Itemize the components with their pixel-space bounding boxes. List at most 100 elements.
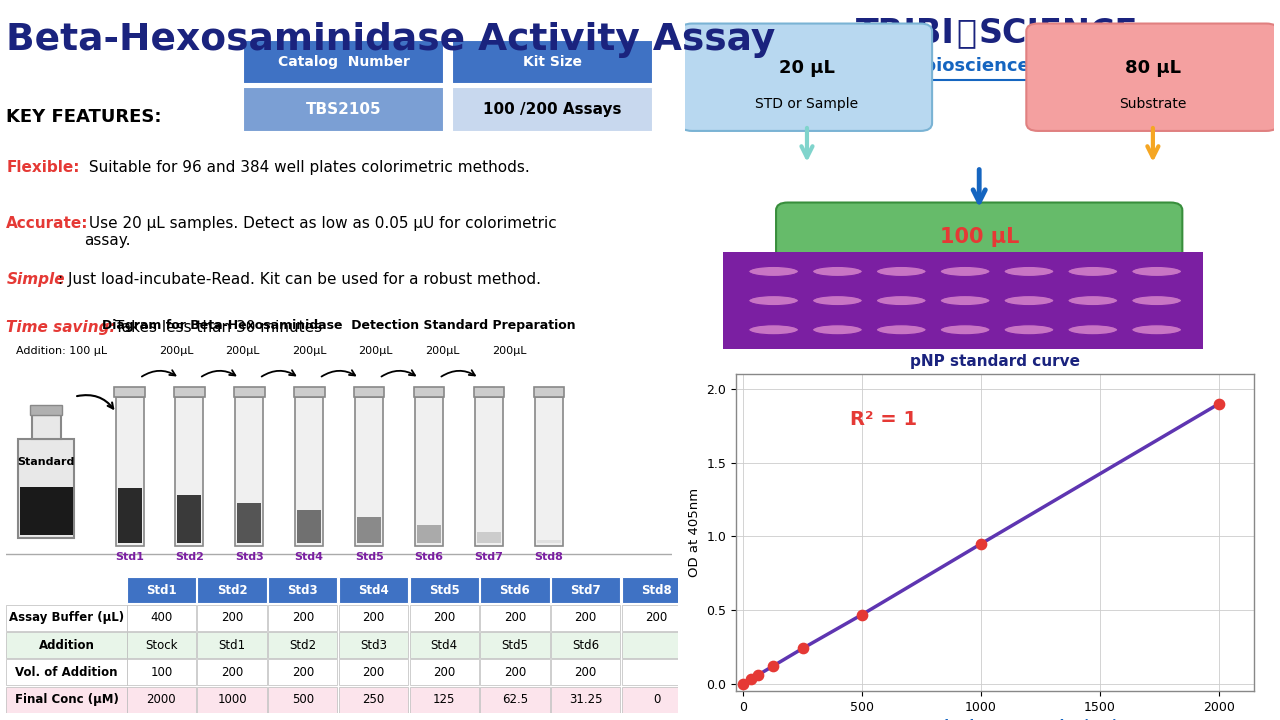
Polygon shape <box>474 387 504 397</box>
Text: SCIENCE: SCIENCE <box>978 17 1138 50</box>
Text: Use 20 μL samples. Detect as low as 0.05 μU for colorimetric
assay.: Use 20 μL samples. Detect as low as 0.05… <box>84 216 557 248</box>
Circle shape <box>1004 266 1053 276</box>
Text: TRIBI: TRIBI <box>855 17 955 50</box>
Circle shape <box>1132 295 1181 306</box>
Text: Std2: Std2 <box>289 639 316 652</box>
Text: 200: 200 <box>221 611 243 624</box>
Text: Std6: Std6 <box>572 639 599 652</box>
Polygon shape <box>18 439 74 538</box>
Circle shape <box>877 266 927 276</box>
FancyBboxPatch shape <box>268 632 338 658</box>
Text: Final Conc (μM): Final Conc (μM) <box>14 693 119 706</box>
Text: Flexible:: Flexible: <box>6 160 79 175</box>
Text: TBS2105: TBS2105 <box>306 102 381 117</box>
Point <box>1208 398 1229 410</box>
Circle shape <box>877 325 927 335</box>
FancyBboxPatch shape <box>410 687 479 713</box>
FancyBboxPatch shape <box>622 660 691 685</box>
Text: 100: 100 <box>150 666 173 679</box>
Point <box>763 660 783 672</box>
Polygon shape <box>118 488 142 543</box>
Text: Std2: Std2 <box>175 552 204 562</box>
FancyBboxPatch shape <box>622 577 691 603</box>
Polygon shape <box>355 397 383 546</box>
Text: 200μL: 200μL <box>358 346 393 356</box>
FancyBboxPatch shape <box>480 687 549 713</box>
Polygon shape <box>353 387 384 397</box>
FancyBboxPatch shape <box>410 577 479 603</box>
FancyBboxPatch shape <box>622 632 691 658</box>
FancyBboxPatch shape <box>681 24 932 131</box>
Point <box>733 678 754 690</box>
Text: Std7: Std7 <box>475 552 503 562</box>
Point <box>740 674 760 685</box>
Polygon shape <box>296 397 324 546</box>
Circle shape <box>1004 295 1053 306</box>
FancyBboxPatch shape <box>552 687 621 713</box>
FancyBboxPatch shape <box>127 605 196 631</box>
Text: STD or Sample: STD or Sample <box>755 96 859 111</box>
Text: R² = 1: R² = 1 <box>850 410 918 429</box>
Text: Std4: Std4 <box>430 639 458 652</box>
Circle shape <box>813 295 863 306</box>
FancyBboxPatch shape <box>268 577 338 603</box>
FancyBboxPatch shape <box>480 660 549 685</box>
Circle shape <box>1068 266 1117 276</box>
Circle shape <box>1132 266 1181 276</box>
Circle shape <box>813 325 863 335</box>
Title: pNP standard curve: pNP standard curve <box>910 354 1080 369</box>
Text: Std8: Std8 <box>535 552 563 562</box>
Text: Std4: Std4 <box>294 552 324 562</box>
Text: 200: 200 <box>504 666 526 679</box>
Text: Standard: Standard <box>18 457 76 467</box>
Text: 200: 200 <box>362 666 385 679</box>
Text: 200: 200 <box>221 666 243 679</box>
FancyBboxPatch shape <box>622 687 691 713</box>
Text: 0: 0 <box>653 693 660 706</box>
FancyBboxPatch shape <box>552 632 621 658</box>
Circle shape <box>813 266 863 276</box>
FancyBboxPatch shape <box>197 577 266 603</box>
Text: 1000: 1000 <box>218 693 247 706</box>
Polygon shape <box>237 503 261 543</box>
Text: Std5: Std5 <box>355 552 384 562</box>
Polygon shape <box>534 387 564 397</box>
Circle shape <box>940 295 991 306</box>
Text: 20 μL: 20 μL <box>780 59 835 77</box>
Polygon shape <box>536 539 561 543</box>
FancyBboxPatch shape <box>480 632 549 658</box>
FancyBboxPatch shape <box>1027 24 1277 131</box>
FancyBboxPatch shape <box>480 605 549 631</box>
FancyBboxPatch shape <box>268 687 338 713</box>
Polygon shape <box>31 405 63 415</box>
FancyBboxPatch shape <box>6 632 127 658</box>
Polygon shape <box>475 397 503 546</box>
FancyBboxPatch shape <box>243 40 444 84</box>
FancyBboxPatch shape <box>127 687 196 713</box>
Circle shape <box>877 295 927 306</box>
FancyBboxPatch shape <box>410 632 479 658</box>
FancyBboxPatch shape <box>197 632 266 658</box>
Text: Catalog  Number: Catalog Number <box>278 55 410 68</box>
Text: 500: 500 <box>292 693 314 706</box>
Polygon shape <box>115 397 143 546</box>
Polygon shape <box>236 397 264 546</box>
FancyBboxPatch shape <box>714 250 1212 351</box>
Text: Accurate:: Accurate: <box>6 216 88 231</box>
Text: Assay Buffer (μL): Assay Buffer (μL) <box>9 611 124 624</box>
Text: Kit Size: Kit Size <box>524 55 582 68</box>
Text: 100 /200 Assays: 100 /200 Assays <box>483 102 622 117</box>
Circle shape <box>940 325 991 335</box>
FancyBboxPatch shape <box>452 40 653 84</box>
Text: 200: 200 <box>575 611 596 624</box>
Polygon shape <box>357 518 381 543</box>
Text: Addition: 100 μL: Addition: 100 μL <box>17 346 108 356</box>
Text: : Just load-incubate-Read. Kit can be used for a robust method.: : Just load-incubate-Read. Kit can be us… <box>59 272 541 287</box>
Text: 2000: 2000 <box>146 693 177 706</box>
Text: Stop Solution: Stop Solution <box>928 258 1030 273</box>
Polygon shape <box>174 387 205 397</box>
FancyBboxPatch shape <box>127 660 196 685</box>
Text: Std1: Std1 <box>115 552 143 562</box>
Text: 200μL: 200μL <box>425 346 460 356</box>
Text: Std3: Std3 <box>236 552 264 562</box>
